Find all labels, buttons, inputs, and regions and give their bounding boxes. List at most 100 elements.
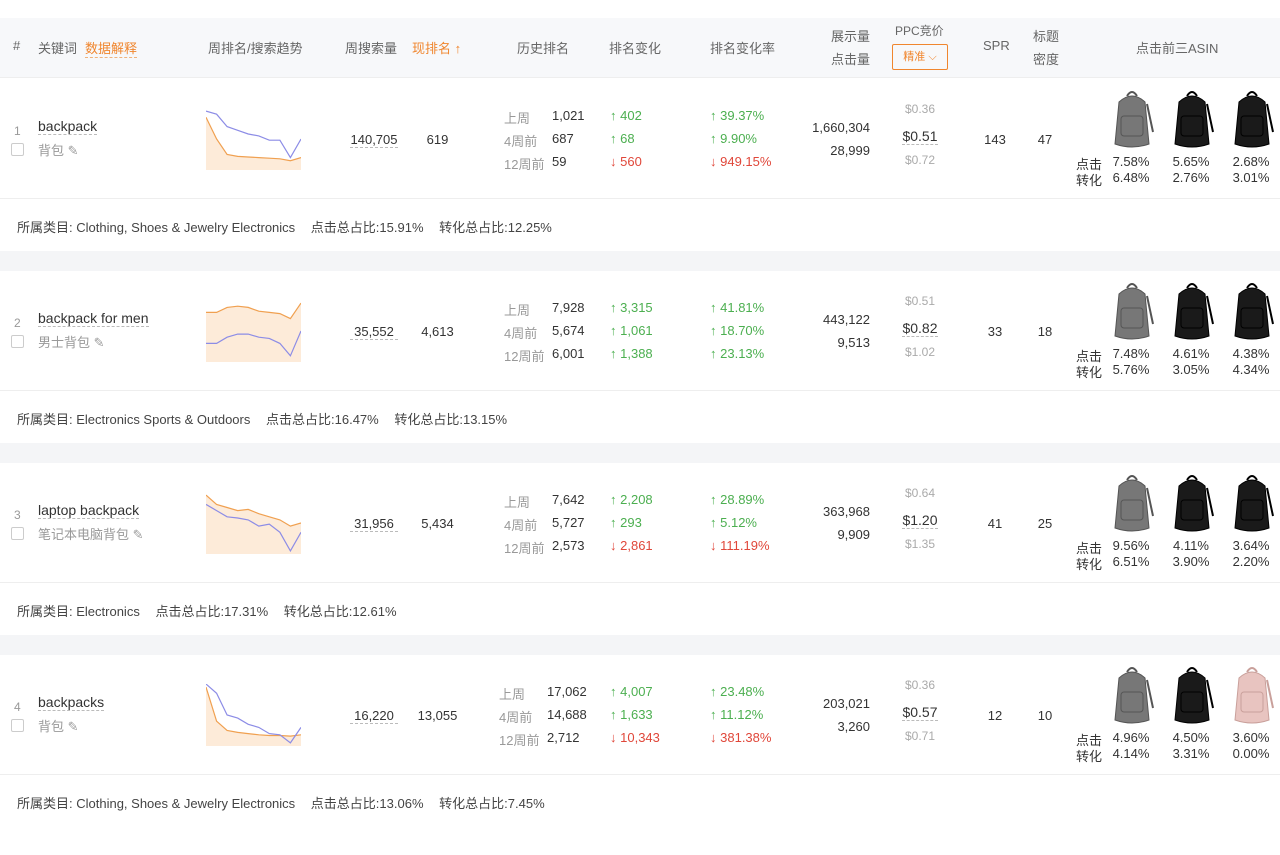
title-density: 18 bbox=[1037, 324, 1053, 339]
weekly-search-volume[interactable]: 35,552 bbox=[350, 324, 398, 340]
current-rank: 13,055 bbox=[417, 708, 458, 723]
col-clicks[interactable]: 点击量 bbox=[831, 52, 871, 67]
col-weekly-search[interactable]: 周搜索量 bbox=[345, 41, 398, 56]
history-label: 上周 bbox=[504, 495, 531, 510]
click-total-value: 13.06% bbox=[379, 796, 424, 811]
ppc-high: $0.71 bbox=[904, 729, 936, 743]
weekly-search-volume[interactable]: 31,956 bbox=[350, 516, 398, 532]
col-spr[interactable]: SPR bbox=[983, 38, 1010, 53]
weekly-search-volume[interactable]: 140,705 bbox=[350, 132, 398, 148]
edit-icon[interactable]: ✎ bbox=[67, 719, 79, 734]
edit-icon[interactable]: ✎ bbox=[132, 527, 144, 542]
asin-click-share: 4.38% bbox=[1232, 346, 1270, 361]
asin-product-image[interactable] bbox=[1227, 472, 1277, 534]
rank-change: ↑ 3,315 bbox=[610, 300, 653, 315]
col-rank-change[interactable]: 排名变化 bbox=[609, 41, 662, 56]
trend-sparkline[interactable] bbox=[205, 108, 302, 170]
ppc-mid[interactable]: $1.20 bbox=[890, 512, 950, 529]
history-value: 2,712 bbox=[547, 730, 580, 745]
title-density: 47 bbox=[1037, 132, 1053, 147]
conv-label: 转化 bbox=[1076, 173, 1103, 188]
row-checkbox[interactable] bbox=[11, 527, 24, 540]
ppc-mode-select[interactable]: 精准 ⌵ bbox=[892, 44, 948, 70]
impressions: 363,968 bbox=[823, 504, 870, 519]
history-value: 1,021 bbox=[552, 108, 585, 123]
asin-click-share: 9.56% bbox=[1112, 538, 1150, 553]
rank-change: ↑ 402 bbox=[610, 108, 642, 123]
edit-icon[interactable]: ✎ bbox=[67, 143, 79, 158]
click-label: 点击 bbox=[1076, 349, 1103, 364]
ppc-mid[interactable]: $0.51 bbox=[890, 128, 950, 145]
rank-change: ↑ 293 bbox=[610, 515, 642, 530]
weekly-search-volume[interactable]: 16,220 bbox=[350, 708, 398, 724]
clicks: 9,909 bbox=[837, 527, 870, 542]
category-line: 所属类目: Electronics Sports & Outdoors 点击总占… bbox=[17, 409, 507, 428]
history-label: 12周前 bbox=[499, 733, 540, 748]
clicks: 28,999 bbox=[830, 143, 870, 158]
history-value: 7,642 bbox=[552, 492, 585, 507]
asin-product-image[interactable] bbox=[1167, 88, 1217, 150]
col-trend: 周排名/搜索趋势 bbox=[208, 41, 303, 56]
conv-label: 转化 bbox=[1076, 749, 1103, 764]
asin-product-image[interactable] bbox=[1107, 280, 1157, 342]
rank-change-rate: ↑ 39.37% bbox=[710, 108, 764, 123]
history-label: 上周 bbox=[499, 687, 526, 702]
row-checkbox[interactable] bbox=[11, 719, 24, 732]
impressions: 203,021 bbox=[823, 696, 870, 711]
ppc-mid[interactable]: $0.82 bbox=[890, 320, 950, 337]
ppc-mid[interactable]: $0.57 bbox=[890, 704, 950, 721]
click-total-label: 点击总占比: bbox=[310, 220, 380, 235]
ppc-low: $0.36 bbox=[904, 102, 936, 116]
history-value: 14,688 bbox=[547, 707, 587, 722]
asin-product-image[interactable] bbox=[1227, 88, 1277, 150]
table-row: 3 laptop backpack 笔记本电脑背包 ✎ 31,956 5,434… bbox=[0, 462, 1280, 583]
keyword-link[interactable]: backpack bbox=[38, 118, 98, 135]
asin-product-image[interactable] bbox=[1167, 280, 1217, 342]
asin-product-image[interactable] bbox=[1167, 472, 1217, 534]
rank-change-rate-value: 11.12% bbox=[720, 707, 764, 722]
asin-product-image[interactable] bbox=[1107, 88, 1157, 150]
rank-change-value: 402 bbox=[620, 108, 642, 123]
asin-product-image[interactable] bbox=[1107, 472, 1157, 534]
title-density: 10 bbox=[1037, 708, 1053, 723]
category-summary: 所属类目: Clothing, Shoes & Jewelry Electron… bbox=[0, 775, 1280, 827]
asin-product-image[interactable] bbox=[1227, 664, 1277, 726]
col-impressions[interactable]: 展示量 bbox=[831, 29, 871, 44]
edit-icon[interactable]: ✎ bbox=[93, 335, 105, 350]
translation-text: 笔记本电脑背包 bbox=[38, 527, 130, 542]
col-rank-change-rate[interactable]: 排名变化率 bbox=[710, 41, 776, 56]
keyword-link[interactable]: backpacks bbox=[38, 694, 105, 711]
trend-sparkline[interactable] bbox=[205, 683, 302, 746]
history-value: 7,928 bbox=[552, 300, 585, 315]
click-total-value: 16.47% bbox=[334, 412, 379, 427]
spr-value: 41 bbox=[987, 516, 1003, 531]
row-separator bbox=[0, 635, 1280, 655]
rank-change-rate: ↓ 381.38% bbox=[710, 730, 771, 745]
history-label: 上周 bbox=[504, 111, 531, 126]
row-checkbox[interactable] bbox=[11, 335, 24, 348]
rank-change-rate-value: 381.38% bbox=[720, 730, 772, 745]
table-row: 1 backpack 背包 ✎ 140,705 619 上周 1,021 ↑ 4… bbox=[0, 78, 1280, 199]
keyword-link[interactable]: laptop backpack bbox=[38, 502, 140, 519]
col-current-rank[interactable]: 现排名 ↑ bbox=[412, 38, 461, 57]
asin-click-share: 7.48% bbox=[1112, 346, 1150, 361]
click-total-label: 点击总占比: bbox=[155, 604, 225, 619]
data-explain-link[interactable]: 数据解释 bbox=[85, 38, 138, 58]
click-total-label: 点击总占比: bbox=[310, 796, 380, 811]
asin-product-image[interactable] bbox=[1227, 280, 1277, 342]
asin-product-image[interactable] bbox=[1107, 664, 1157, 726]
row-index: 3 bbox=[14, 508, 21, 522]
conv-total-label: 转化总占比: bbox=[439, 220, 508, 235]
keyword-link[interactable]: backpack for men bbox=[38, 310, 149, 327]
impressions: 1,660,304 bbox=[812, 120, 870, 135]
trend-sparkline[interactable] bbox=[205, 492, 302, 554]
chevron-down-icon: ⌵ bbox=[928, 51, 937, 63]
rank-change-rate-value: 28.89% bbox=[720, 492, 765, 507]
trend-sparkline[interactable] bbox=[206, 300, 302, 362]
click-total-value: 15.91% bbox=[379, 220, 424, 235]
rank-change: ↓ 560 bbox=[610, 154, 642, 169]
row-checkbox[interactable] bbox=[11, 143, 24, 156]
history-value: 5,727 bbox=[552, 515, 585, 530]
asin-product-image[interactable] bbox=[1167, 664, 1217, 726]
col-density-2[interactable]: 密度 bbox=[1033, 52, 1060, 67]
